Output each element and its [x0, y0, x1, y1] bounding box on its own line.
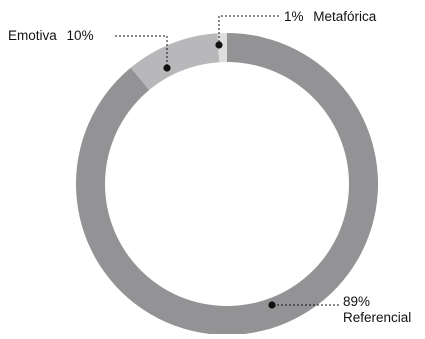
label-metaforica-pct: 1%: [284, 9, 304, 24]
label-referencial-pct: 89%: [343, 294, 370, 309]
leader-emotiva-line: [115, 35, 168, 68]
hole-layer: [105, 62, 349, 306]
label-metaforica: 1% Metafórica: [284, 9, 377, 24]
leader-metaforica-dot: [215, 41, 223, 49]
label-emotiva-pct: 10%: [67, 28, 94, 43]
leader-lines-layer: [115, 15, 339, 309]
donut-hole: [105, 62, 349, 306]
leader-emotiva-dot: [163, 64, 171, 72]
leader-metaforica-line: [218, 15, 279, 45]
label-emotiva: Emotiva 10%: [8, 28, 94, 43]
label-emotiva-name: Emotiva: [8, 28, 57, 43]
label-referencial-name: Referencial: [343, 310, 411, 325]
label-metaforica-name: Metafórica: [313, 9, 377, 24]
leader-referencial-dot: [268, 301, 276, 309]
